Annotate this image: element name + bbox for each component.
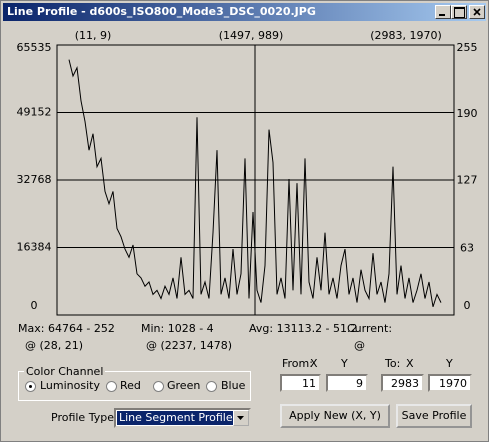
min-stat: Min: 1028 - 4 — [141, 322, 214, 335]
from-label: From: — [282, 357, 313, 370]
y-tick-label: 65535 — [17, 41, 52, 54]
minimize-button[interactable] — [435, 5, 451, 19]
max-location: @ (28, 21) — [25, 339, 84, 352]
group-label: Color Channel — [24, 365, 106, 378]
y-label: Y — [341, 357, 348, 370]
radio-button[interactable] — [206, 381, 217, 392]
radio-label[interactable]: Blue — [221, 379, 246, 392]
y-label: Y — [446, 357, 453, 370]
y-tick-label: 0 — [31, 299, 38, 312]
profile-type-label: Profile Type: — [51, 411, 118, 424]
y2-tick-label: 127 — [457, 174, 478, 187]
radio-label[interactable]: Red — [120, 379, 141, 392]
y2-tick-label: 0 — [464, 299, 471, 312]
window-title: Line Profile - d600s_ISO800_Mode3_DSC_00… — [7, 5, 316, 18]
radio-label[interactable]: Green — [167, 379, 201, 392]
profile-type-select[interactable]: Line Segment Profile — [114, 408, 251, 428]
point-label: (11, 9) — [75, 29, 112, 42]
close-button[interactable] — [469, 5, 485, 19]
profile-line — [68, 59, 442, 307]
title-bar: Line Profile - d600s_ISO800_Mode3_DSC_00… — [3, 3, 486, 21]
y-tick-label: 16384 — [17, 240, 52, 253]
avg-stat: Avg: 13113.2 - 51.2 — [249, 322, 358, 335]
from-x-input[interactable]: 11 — [280, 374, 321, 392]
maximize-button[interactable] — [451, 5, 467, 19]
current-stat: Current: — [347, 322, 393, 335]
selected-option: Line Segment Profile — [117, 411, 234, 425]
radio-button[interactable] — [153, 381, 164, 392]
to-label: To: — [385, 357, 401, 370]
to-y-input[interactable]: 1970 — [428, 374, 472, 392]
save-button[interactable]: Save Profile — [396, 404, 472, 428]
max-stat: Max: 64764 - 252 — [18, 322, 115, 335]
dropdown-arrow[interactable] — [233, 410, 249, 426]
y2-tick-label: 63 — [460, 241, 474, 254]
radio-label[interactable]: Luminosity — [40, 379, 100, 392]
apply-button[interactable]: Apply New (X, Y) — [280, 404, 390, 428]
point-label: (2983, 1970) — [370, 29, 442, 42]
y-tick-label: 49152 — [17, 105, 52, 118]
y-tick-label: 32768 — [17, 173, 52, 186]
from-y-input[interactable]: 9 — [326, 374, 368, 392]
radio-button[interactable] — [106, 381, 117, 392]
radio-button[interactable] — [25, 381, 36, 392]
current-location: @ — [354, 339, 365, 352]
point-label: (1497, 989) — [219, 29, 284, 42]
x-label: X — [406, 357, 414, 370]
x-label: X — [310, 357, 318, 370]
y2-tick-label: 255 — [457, 41, 478, 54]
min-location: @ (2237, 1478) — [146, 339, 233, 352]
color-channel-group — [18, 371, 251, 401]
profile-chart: 0 16384 32768 49152 65535 0 63 127 190 255 (11, 9)… — [17, 29, 478, 316]
to-x-input[interactable]: 2983 — [381, 374, 424, 392]
y2-tick-label: 190 — [457, 107, 478, 120]
